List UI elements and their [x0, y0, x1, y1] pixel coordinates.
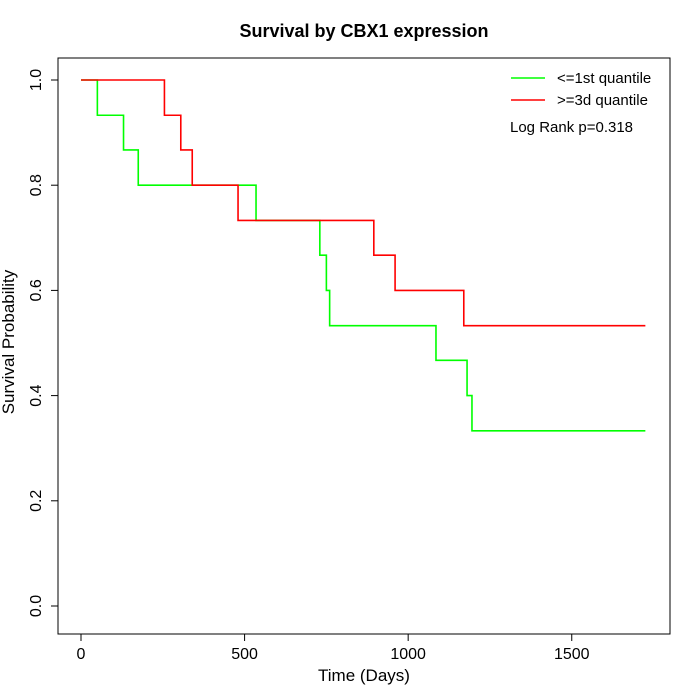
legend: <=1st quantile >=3d quantile	[511, 70, 651, 109]
series-line-1	[81, 79, 646, 327]
x-tick-label: 1500	[554, 646, 590, 663]
series-line-0	[81, 79, 646, 432]
x-tick-label: 500	[231, 646, 258, 663]
y-tick-label: 1.0	[28, 69, 45, 91]
y-axis: 0.0 0.2 0.4 0.6 0.8 1.0	[28, 69, 59, 617]
series-layer	[81, 79, 646, 432]
x-axis: 0 500 1000 1500	[77, 633, 590, 663]
y-tick-label: 0.0	[28, 595, 45, 617]
y-tick-label: 0.4	[28, 384, 45, 406]
y-tick-label: 0.8	[28, 174, 45, 196]
y-tick-label: 0.6	[28, 279, 45, 301]
x-tick-label: 0	[77, 646, 86, 663]
x-tick-label: 1000	[390, 646, 426, 663]
y-axis-label: Survival Probability	[0, 269, 18, 414]
legend-label-0: <=1st quantile	[557, 70, 651, 87]
x-axis-label: Time (Days)	[318, 666, 410, 685]
y-tick-label: 0.2	[28, 490, 45, 512]
log-rank-annotation: Log Rank p=0.318	[510, 119, 633, 136]
legend-label-1: >=3d quantile	[557, 92, 648, 109]
chart-title: Survival by CBX1 expression	[239, 21, 488, 41]
